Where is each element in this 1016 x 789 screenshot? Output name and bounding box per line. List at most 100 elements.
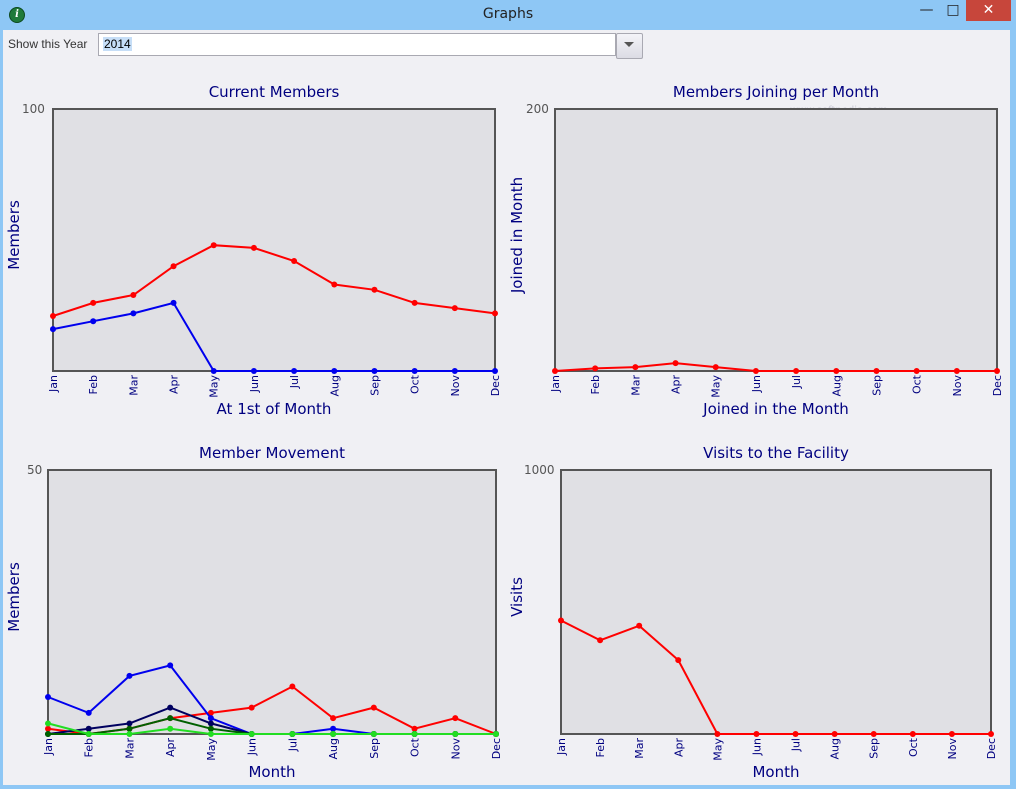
data-point (250, 368, 257, 374)
y-max-label: 1000 (524, 463, 555, 477)
x-tick-label: Jun (248, 375, 261, 393)
data-point (210, 368, 217, 374)
y-axis-label: Members (5, 562, 23, 632)
x-tick-label: May (711, 738, 724, 761)
data-point (330, 715, 337, 722)
x-tick-label: Sep (868, 738, 881, 759)
data-point (552, 368, 558, 374)
x-axis-label: Joined in the Month (702, 400, 849, 418)
year-dropdown-button[interactable] (616, 33, 643, 59)
data-point (452, 731, 459, 737)
data-point (831, 731, 838, 737)
x-tick-label: Jul (288, 375, 301, 389)
data-point (85, 725, 92, 732)
data-point (411, 368, 418, 374)
data-point (45, 731, 51, 737)
chart-title: Current Members (209, 83, 340, 101)
y-axis-label: Members (5, 200, 23, 270)
x-tick-label: Apr (672, 738, 685, 758)
data-point (207, 731, 214, 737)
data-point (130, 292, 137, 299)
x-tick-label: May (205, 738, 218, 761)
data-point (331, 281, 338, 288)
data-point (331, 368, 338, 374)
chart-title: Visits to the Facility (703, 444, 849, 462)
data-point (289, 683, 296, 690)
data-point (207, 725, 214, 732)
title-bar: i Graphs — □ ✕ (0, 0, 1016, 30)
x-tick-label: Aug (327, 738, 340, 759)
data-point (752, 368, 759, 374)
y-max-label: 200 (526, 102, 549, 116)
x-tick-label: Mar (629, 375, 642, 396)
data-point (493, 731, 499, 737)
plot-area (560, 469, 992, 735)
minimize-button[interactable]: — (919, 2, 934, 18)
x-tick-label: Jul (790, 738, 803, 752)
data-point (873, 368, 880, 374)
x-tick-label: Oct (907, 737, 920, 757)
x-tick-label: Aug (830, 375, 843, 396)
x-tick-label: Oct (409, 374, 422, 394)
data-point (45, 725, 51, 732)
x-tick-label: Mar (123, 738, 136, 759)
close-button[interactable]: ✕ (966, 0, 1011, 21)
data-point (492, 310, 498, 317)
data-point (833, 368, 840, 374)
data-point (597, 637, 604, 644)
data-point (126, 725, 133, 732)
chart-3: Member Movement 50 Members Month Jan Feb Mar Ap… (5, 444, 503, 781)
data-point (592, 365, 599, 372)
data-point (672, 360, 679, 367)
x-tick-label: Jun (750, 738, 763, 756)
data-point (753, 731, 760, 737)
year-select[interactable]: 2014 (98, 33, 616, 56)
plot-area (554, 108, 998, 372)
data-point (370, 731, 377, 737)
data-point (953, 368, 960, 374)
data-point (167, 715, 174, 722)
data-point (492, 368, 498, 374)
x-tick-label: Nov (449, 375, 462, 397)
x-tick-label: Feb (87, 375, 100, 394)
y-axis-label: Joined in Month (508, 177, 526, 294)
data-point (451, 305, 458, 312)
x-axis-label: Month (248, 763, 295, 781)
x-tick-label: Nov (951, 375, 964, 397)
data-point (126, 720, 133, 727)
app-info-icon[interactable]: i (9, 7, 25, 23)
x-tick-label: Jul (790, 375, 803, 389)
data-point (371, 286, 378, 293)
data-point (632, 364, 639, 371)
x-tick-label: Apr (670, 375, 683, 395)
series-line-2 (52, 301, 495, 372)
data-point (207, 709, 214, 716)
x-tick-label: Oct (911, 374, 924, 394)
data-point (371, 368, 378, 374)
y-max-label: 50 (27, 463, 42, 477)
data-point (207, 715, 214, 722)
data-point (913, 368, 920, 374)
data-point (330, 731, 337, 737)
data-point (291, 368, 298, 374)
data-point (289, 731, 296, 737)
x-tick-label: Jun (750, 375, 763, 393)
x-tick-label: Aug (328, 375, 341, 396)
series-line-1 (560, 619, 991, 735)
year-value[interactable]: 2014 (103, 37, 132, 51)
x-axis-label: Month (752, 763, 799, 781)
chart-2: Members Joining per Month 200 Joined in Mo… (508, 83, 1004, 418)
data-point (167, 662, 174, 669)
x-tick-label: Feb (589, 375, 602, 394)
data-point (90, 318, 97, 325)
maximize-button[interactable]: □ (946, 2, 960, 18)
x-tick-label: Mar (127, 375, 140, 396)
data-point (50, 326, 56, 333)
x-axis-label: At 1st of Month (217, 400, 332, 418)
x-tick-label: Aug (829, 738, 842, 759)
data-point (90, 299, 97, 306)
chevron-down-icon (624, 42, 634, 47)
data-point (207, 720, 214, 727)
data-point (792, 731, 799, 737)
x-tick-label: Dec (985, 738, 998, 759)
